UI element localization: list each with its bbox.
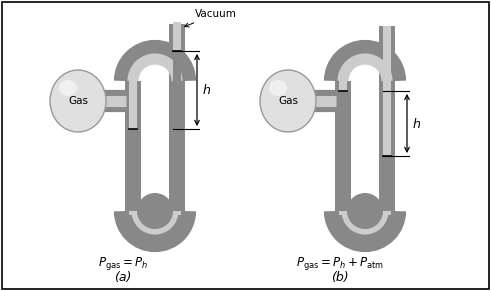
Text: $P_\mathrm{gas} = P_h + P_\mathrm{atm}$: $P_\mathrm{gas} = P_h + P_\mathrm{atm}$: [296, 255, 384, 272]
Bar: [379, 26, 395, 211]
Bar: [125, 81, 141, 101]
Text: (a): (a): [114, 271, 132, 283]
Text: $P_\mathrm{gas} = P_h$: $P_\mathrm{gas} = P_h$: [98, 255, 148, 272]
Bar: [335, 81, 351, 211]
Ellipse shape: [260, 70, 316, 132]
Text: (b): (b): [331, 271, 349, 283]
Bar: [173, 22, 181, 28]
Wedge shape: [347, 193, 383, 229]
Text: $h$: $h$: [412, 116, 421, 130]
Bar: [339, 81, 347, 101]
Bar: [173, 26, 181, 211]
Text: $h$: $h$: [202, 83, 211, 97]
Bar: [383, 211, 391, 215]
Bar: [129, 81, 137, 101]
Ellipse shape: [50, 70, 106, 132]
Bar: [335, 81, 351, 101]
Bar: [169, 24, 185, 28]
Text: Gas: Gas: [278, 96, 298, 106]
Bar: [129, 211, 137, 215]
Bar: [383, 26, 391, 211]
Bar: [169, 26, 185, 211]
Bar: [173, 211, 181, 215]
Ellipse shape: [269, 80, 287, 96]
Bar: [125, 81, 141, 211]
Bar: [173, 51, 181, 211]
Text: Vacuum: Vacuum: [185, 9, 237, 27]
Bar: [129, 129, 137, 211]
Bar: [129, 81, 137, 211]
Bar: [339, 81, 347, 211]
Wedge shape: [137, 193, 173, 229]
Bar: [339, 211, 347, 215]
Text: Gas: Gas: [68, 96, 88, 106]
Bar: [383, 156, 391, 211]
Ellipse shape: [59, 80, 77, 96]
Bar: [339, 91, 347, 211]
